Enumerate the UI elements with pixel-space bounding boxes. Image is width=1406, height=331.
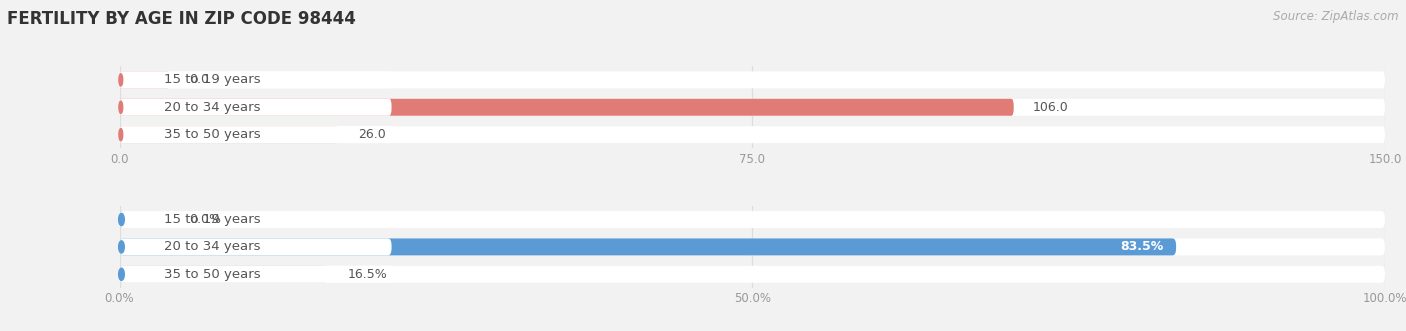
Circle shape	[118, 241, 124, 253]
FancyBboxPatch shape	[120, 99, 1385, 116]
FancyBboxPatch shape	[120, 71, 391, 88]
Text: 106.0: 106.0	[1033, 101, 1069, 114]
Circle shape	[120, 128, 122, 141]
Text: FERTILITY BY AGE IN ZIP CODE 98444: FERTILITY BY AGE IN ZIP CODE 98444	[7, 10, 356, 28]
Text: 35 to 50 years: 35 to 50 years	[165, 128, 260, 141]
Text: 0.0: 0.0	[190, 73, 209, 86]
FancyBboxPatch shape	[120, 126, 339, 143]
Text: 26.0: 26.0	[359, 128, 385, 141]
Circle shape	[120, 101, 122, 114]
Text: 15 to 19 years: 15 to 19 years	[165, 73, 260, 86]
Text: 35 to 50 years: 35 to 50 years	[163, 268, 260, 281]
FancyBboxPatch shape	[120, 71, 170, 88]
FancyBboxPatch shape	[120, 238, 1177, 256]
FancyBboxPatch shape	[120, 99, 391, 116]
Text: 0.0%: 0.0%	[190, 213, 221, 226]
Circle shape	[118, 213, 124, 226]
FancyBboxPatch shape	[120, 266, 391, 283]
Text: 20 to 34 years: 20 to 34 years	[163, 240, 260, 254]
Circle shape	[118, 268, 124, 280]
FancyBboxPatch shape	[120, 238, 1385, 256]
Text: 16.5%: 16.5%	[347, 268, 387, 281]
FancyBboxPatch shape	[120, 211, 391, 228]
FancyBboxPatch shape	[120, 266, 329, 283]
FancyBboxPatch shape	[120, 238, 391, 256]
FancyBboxPatch shape	[120, 126, 391, 143]
Text: 83.5%: 83.5%	[1121, 240, 1164, 254]
FancyBboxPatch shape	[120, 99, 1014, 116]
Text: 20 to 34 years: 20 to 34 years	[165, 101, 260, 114]
FancyBboxPatch shape	[120, 211, 1385, 228]
FancyBboxPatch shape	[120, 211, 170, 228]
Circle shape	[120, 74, 122, 86]
FancyBboxPatch shape	[120, 266, 1385, 283]
Text: 15 to 19 years: 15 to 19 years	[163, 213, 260, 226]
FancyBboxPatch shape	[120, 126, 1385, 143]
FancyBboxPatch shape	[120, 71, 1385, 88]
Text: Source: ZipAtlas.com: Source: ZipAtlas.com	[1274, 10, 1399, 23]
